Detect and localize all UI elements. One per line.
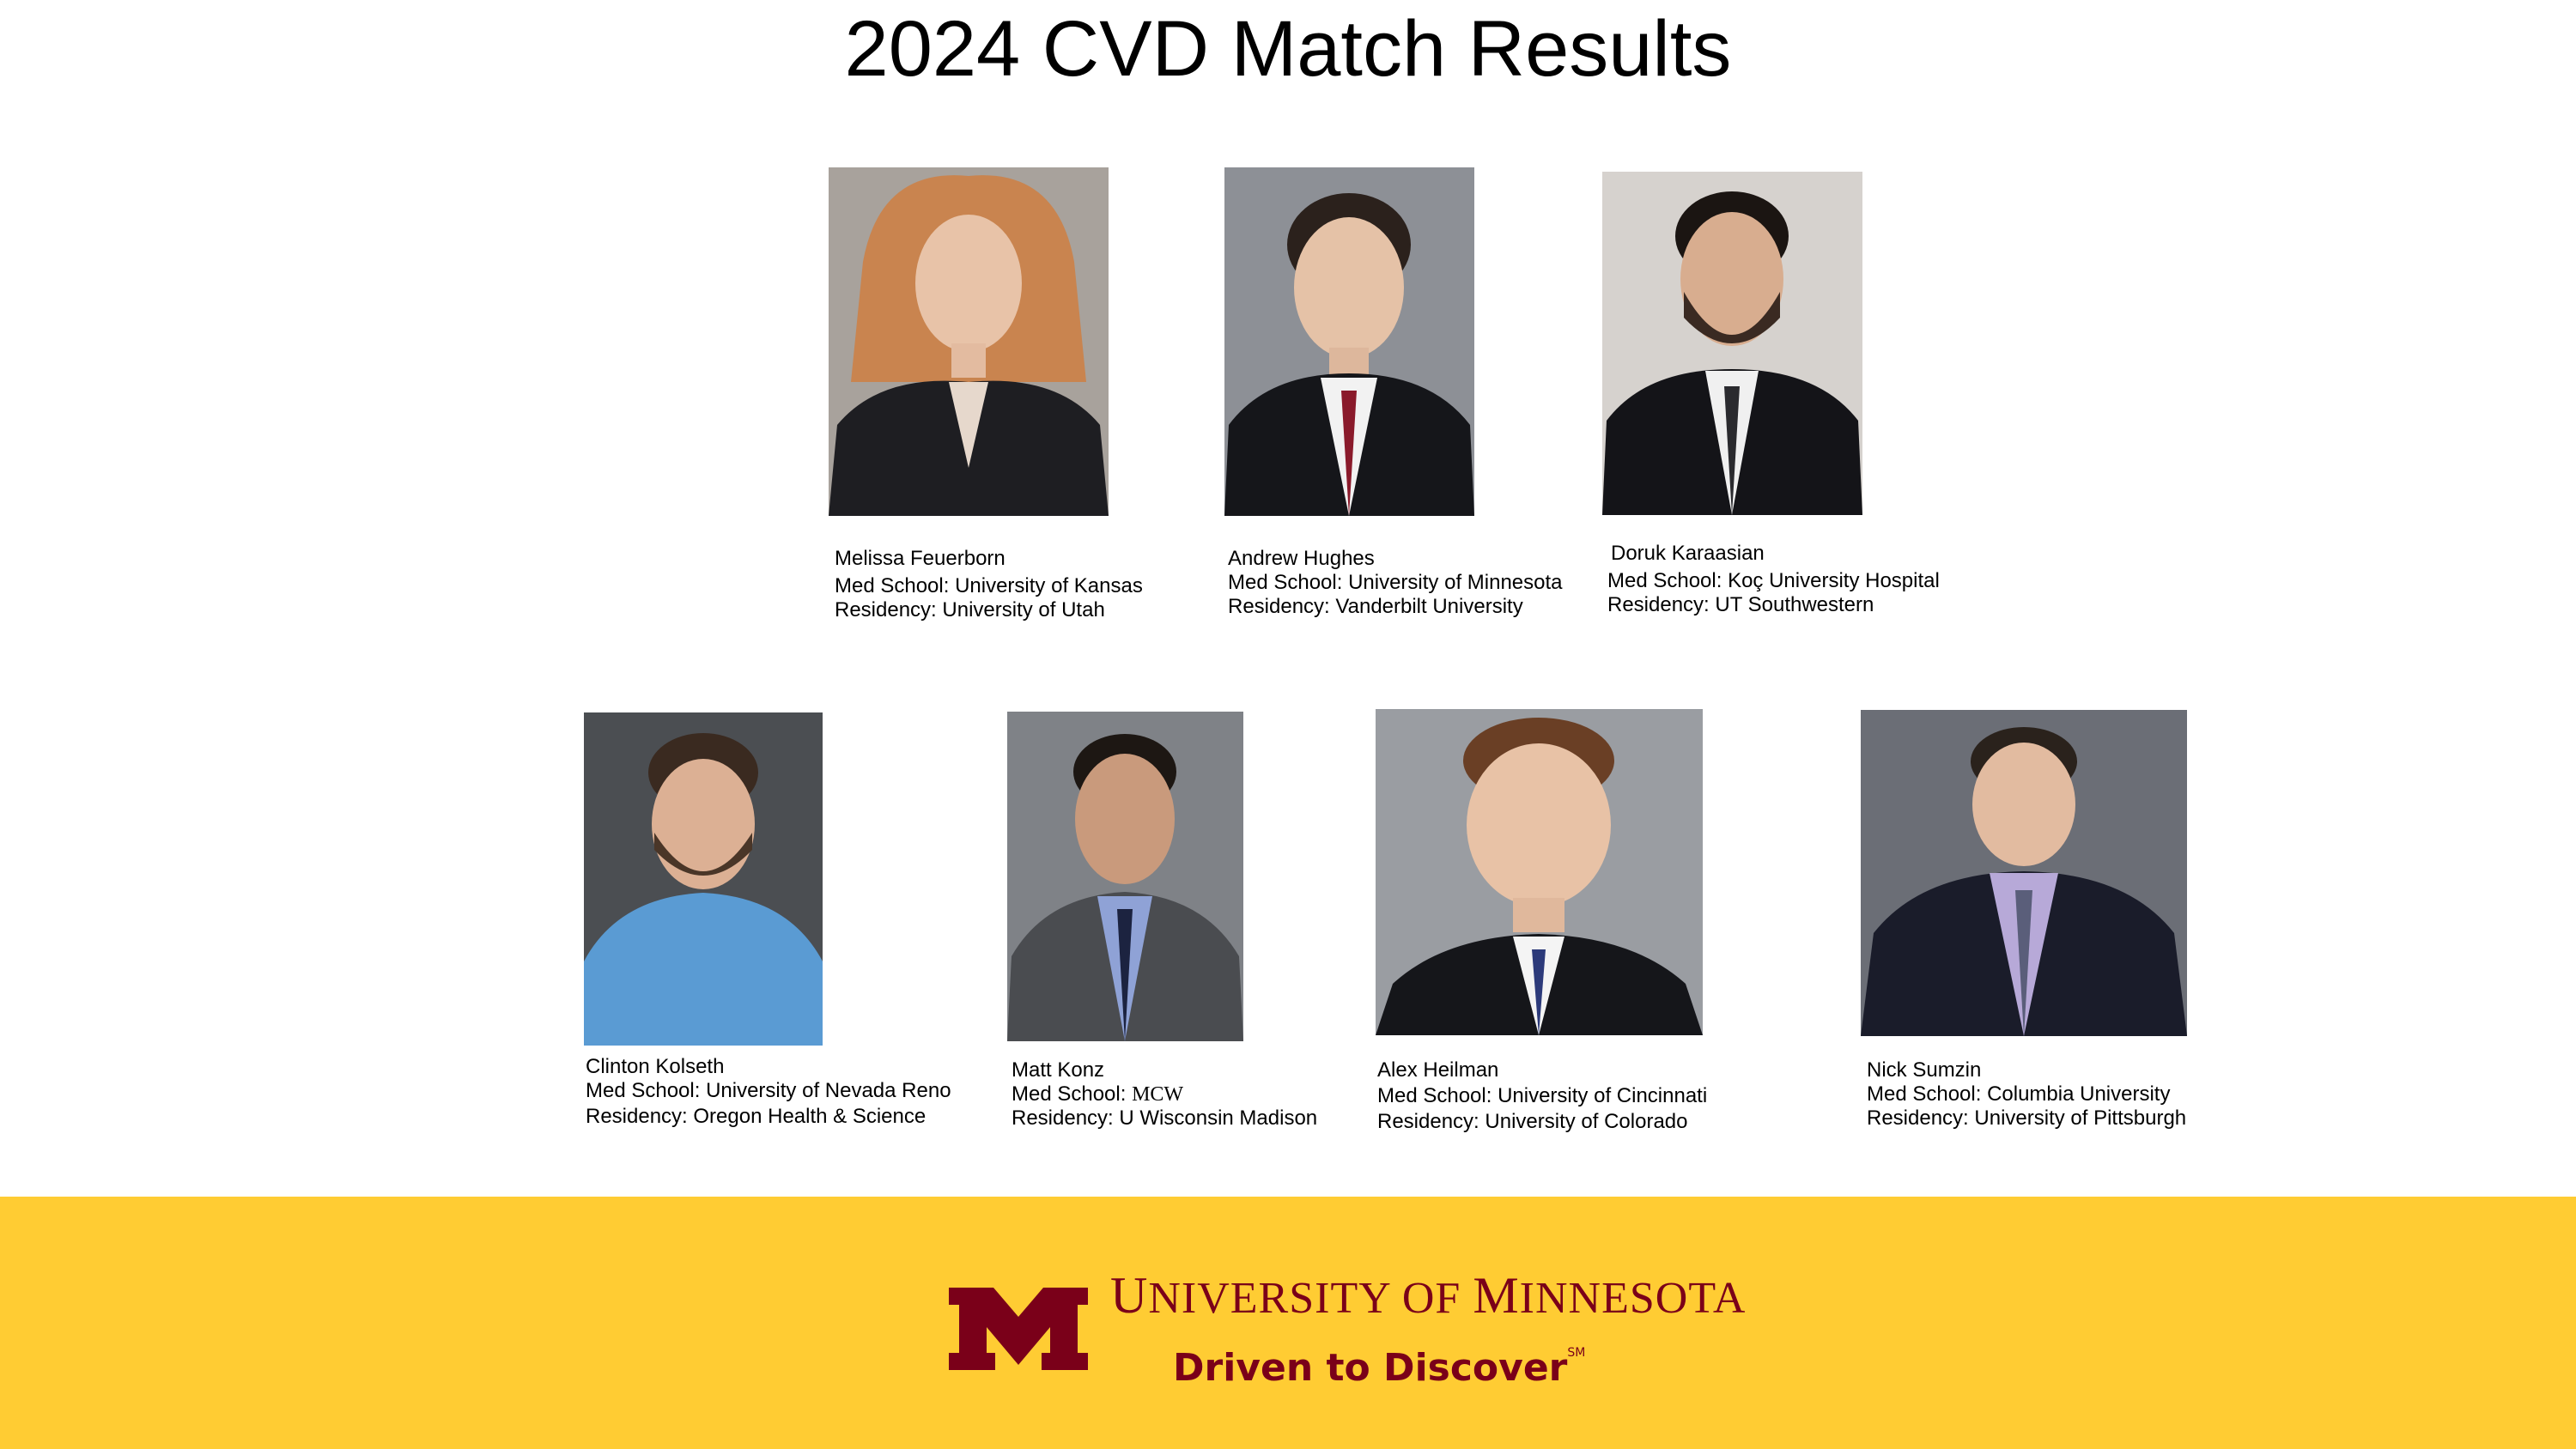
resident-name: Melissa Feuerborn: [835, 547, 1005, 570]
resident-med-school: Med School: University of Minnesota: [1228, 571, 1563, 594]
headshot-doruk-karaasian: [1602, 172, 1862, 515]
resident-name: Alex Heilman: [1377, 1058, 1499, 1082]
headshot-andrew-hughes: [1224, 167, 1474, 516]
caption-nick-sumzin: Nick Sumzin Med School: Columbia Univers…: [1867, 1058, 2186, 1131]
caption-andrew-hughes: Andrew Hughes Med School: University of …: [1228, 547, 1563, 619]
resident-med-school: Med School: MCW: [1012, 1082, 1317, 1106]
resident-name: Andrew Hughes: [1228, 547, 1375, 570]
caption-clinton-kolseth: Clinton Kolseth Med School: University o…: [586, 1055, 951, 1129]
resident-med-school: Med School: University of Cincinnati: [1377, 1084, 1708, 1107]
footer-band: [0, 1197, 2576, 1449]
resident-residency: Residency: U Wisconsin Madison: [1012, 1106, 1318, 1130]
block-m-logo-icon: [949, 1288, 1088, 1370]
resident-med-school: Med School: Koç University Hospital: [1607, 569, 1940, 592]
tagline: Driven to DiscoverSM: [1173, 1346, 1586, 1390]
resident-med-school: Med School: Columbia University: [1867, 1082, 2171, 1106]
headshot-melissa-feuerborn: [829, 167, 1109, 516]
resident-name: Doruk Karaasian: [1611, 542, 1765, 565]
med-school-label: Med School:: [1012, 1082, 1133, 1106]
headshot-nick-sumzin: [1861, 710, 2187, 1036]
caption-matt-konz: Matt Konz Med School: MCW Residency: U W…: [1012, 1058, 1317, 1131]
caption-melissa-feuerborn: Melissa Feuerborn Med School: University…: [835, 547, 1143, 622]
resident-name: Clinton Kolseth: [586, 1055, 725, 1078]
headshot-matt-konz: [1007, 712, 1243, 1041]
resident-name: Nick Sumzin: [1867, 1058, 1982, 1082]
caption-doruk-karaasian: Doruk Karaasian Med School: Koç Universi…: [1607, 542, 1940, 617]
med-school-value: MCW: [1132, 1083, 1184, 1106]
page-title: 2024 CVD Match Results: [844, 5, 1732, 93]
university-wordmark: UNIVERSITY OF MINNESOTA: [1110, 1267, 1747, 1324]
resident-name: Matt Konz: [1012, 1058, 1105, 1082]
headshot-clinton-kolseth: [584, 712, 823, 1046]
resident-residency: Residency: University of Pittsburgh: [1867, 1106, 2187, 1130]
resident-med-school: Med School: University of Kansas: [835, 574, 1143, 597]
caption-alex-heilman: Alex Heilman Med School: University of C…: [1377, 1058, 1707, 1134]
resident-residency: Residency: University of Utah: [835, 598, 1105, 621]
resident-residency: Residency: UT Southwestern: [1607, 593, 1874, 616]
resident-med-school: Med School: University of Nevada Reno: [586, 1079, 951, 1102]
resident-residency: Residency: Oregon Health & Science: [586, 1105, 927, 1128]
resident-residency: Residency: Vanderbilt University: [1228, 595, 1523, 618]
resident-residency: Residency: University of Colorado: [1377, 1110, 1688, 1133]
headshot-alex-heilman: [1376, 709, 1703, 1035]
